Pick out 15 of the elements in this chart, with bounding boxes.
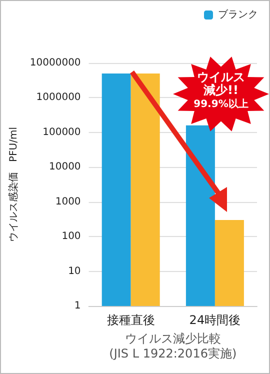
y-tick-label: 10 — [68, 266, 81, 277]
y-tick-label: 10000000 — [30, 58, 81, 68]
y-axis-title: ウイルス感染価 PFU/ml — [8, 127, 20, 242]
x-axis-title: ウイルス減少比較 (JIS L 1922:2016実施) — [109, 331, 237, 360]
y-tick-label: 1000000 — [36, 92, 81, 104]
annotation: 99.9%以上 — [194, 98, 248, 111]
annotation: ウイルス減少!! — [196, 70, 246, 97]
x-tick-label: 24時間後 — [189, 313, 241, 327]
y-tick-label: 1 — [74, 300, 81, 312]
y-tick-label: 1000 — [55, 196, 81, 208]
y-tick-label: 10000 — [48, 162, 81, 173]
y-tick-label: 100 — [62, 231, 81, 242]
x-tick-label: 接種直後 — [106, 313, 155, 327]
legend-label: ブランク — [218, 8, 258, 20]
y-tick-label: 100000 — [42, 126, 81, 138]
